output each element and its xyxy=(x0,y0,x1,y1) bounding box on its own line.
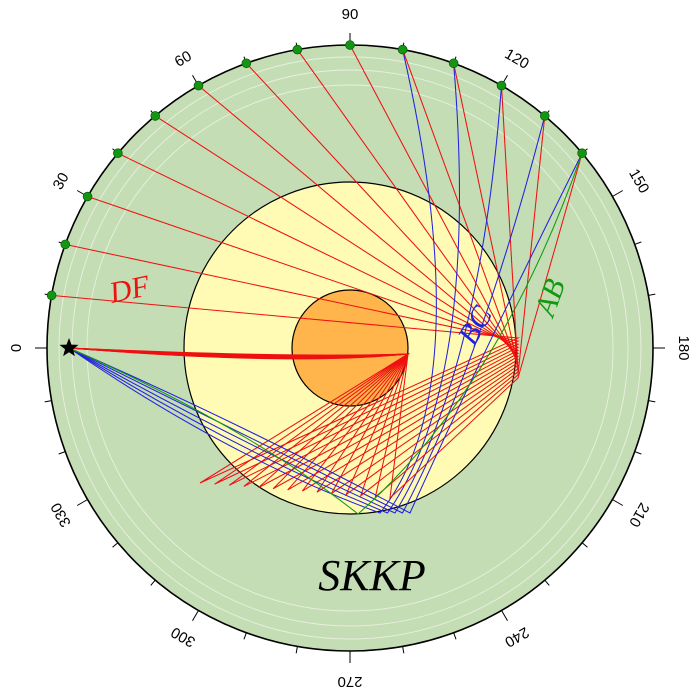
station-40 xyxy=(113,148,123,159)
station-100 xyxy=(397,44,408,55)
tick-label-90: 90 xyxy=(342,6,359,23)
tick-170 xyxy=(648,293,656,296)
tick-label-120: 120 xyxy=(502,46,532,73)
tick-230 xyxy=(544,579,550,586)
station-130 xyxy=(539,111,550,121)
tick-200 xyxy=(634,451,642,455)
grid-circle-2 xyxy=(86,84,614,612)
station-120 xyxy=(496,80,507,91)
station-60 xyxy=(193,80,204,91)
tick-190 xyxy=(648,400,656,403)
tick-label-180: 180 xyxy=(675,335,692,360)
tick-label-0: 0 xyxy=(8,344,25,352)
tick-310 xyxy=(150,579,156,586)
station-140 xyxy=(577,148,587,159)
tick-label-240: 240 xyxy=(502,623,532,650)
ray-df-140 xyxy=(68,153,583,500)
tick-label-330: 330 xyxy=(48,500,75,530)
tick-290 xyxy=(243,632,247,640)
ray-bc-130 xyxy=(68,115,546,514)
tick-350 xyxy=(44,400,52,403)
tick-label-270: 270 xyxy=(337,673,362,690)
tick-160 xyxy=(634,241,642,245)
tick-150 xyxy=(612,190,624,197)
tick-250 xyxy=(453,632,457,640)
phase-title: SKKP xyxy=(318,551,426,600)
station-50 xyxy=(150,111,161,121)
station-20 xyxy=(60,239,71,250)
tick-320 xyxy=(112,542,119,548)
distance-ticks xyxy=(35,33,665,663)
grid-circle-0 xyxy=(58,56,642,640)
station-110 xyxy=(448,58,459,69)
station-30 xyxy=(82,191,93,202)
tick-210 xyxy=(612,499,624,506)
station-10 xyxy=(46,290,57,301)
ray-bc-120 xyxy=(68,85,503,514)
tick-240 xyxy=(501,610,508,622)
inner-core-disk xyxy=(291,289,409,407)
ray-ab-outer xyxy=(68,153,583,515)
stations xyxy=(46,40,587,301)
tick-300 xyxy=(192,610,199,622)
tick-label-210: 210 xyxy=(625,500,652,530)
tick-260 xyxy=(402,646,405,654)
station-70 xyxy=(241,58,252,69)
station-90 xyxy=(345,40,355,50)
station-80 xyxy=(292,44,303,55)
ray-bc-140 xyxy=(68,153,583,514)
tick-280 xyxy=(295,646,298,654)
tick-330 xyxy=(76,499,88,506)
tick-340 xyxy=(58,451,66,455)
tick-label-30: 30 xyxy=(50,170,73,193)
tick-220 xyxy=(581,542,588,548)
tick-label-60: 60 xyxy=(172,48,195,71)
ray-bc-110 xyxy=(68,63,461,514)
ray-paths xyxy=(51,44,583,515)
tick-label-300: 300 xyxy=(168,623,198,650)
tick-label-150: 150 xyxy=(625,166,652,196)
source-star-icon xyxy=(59,338,79,357)
